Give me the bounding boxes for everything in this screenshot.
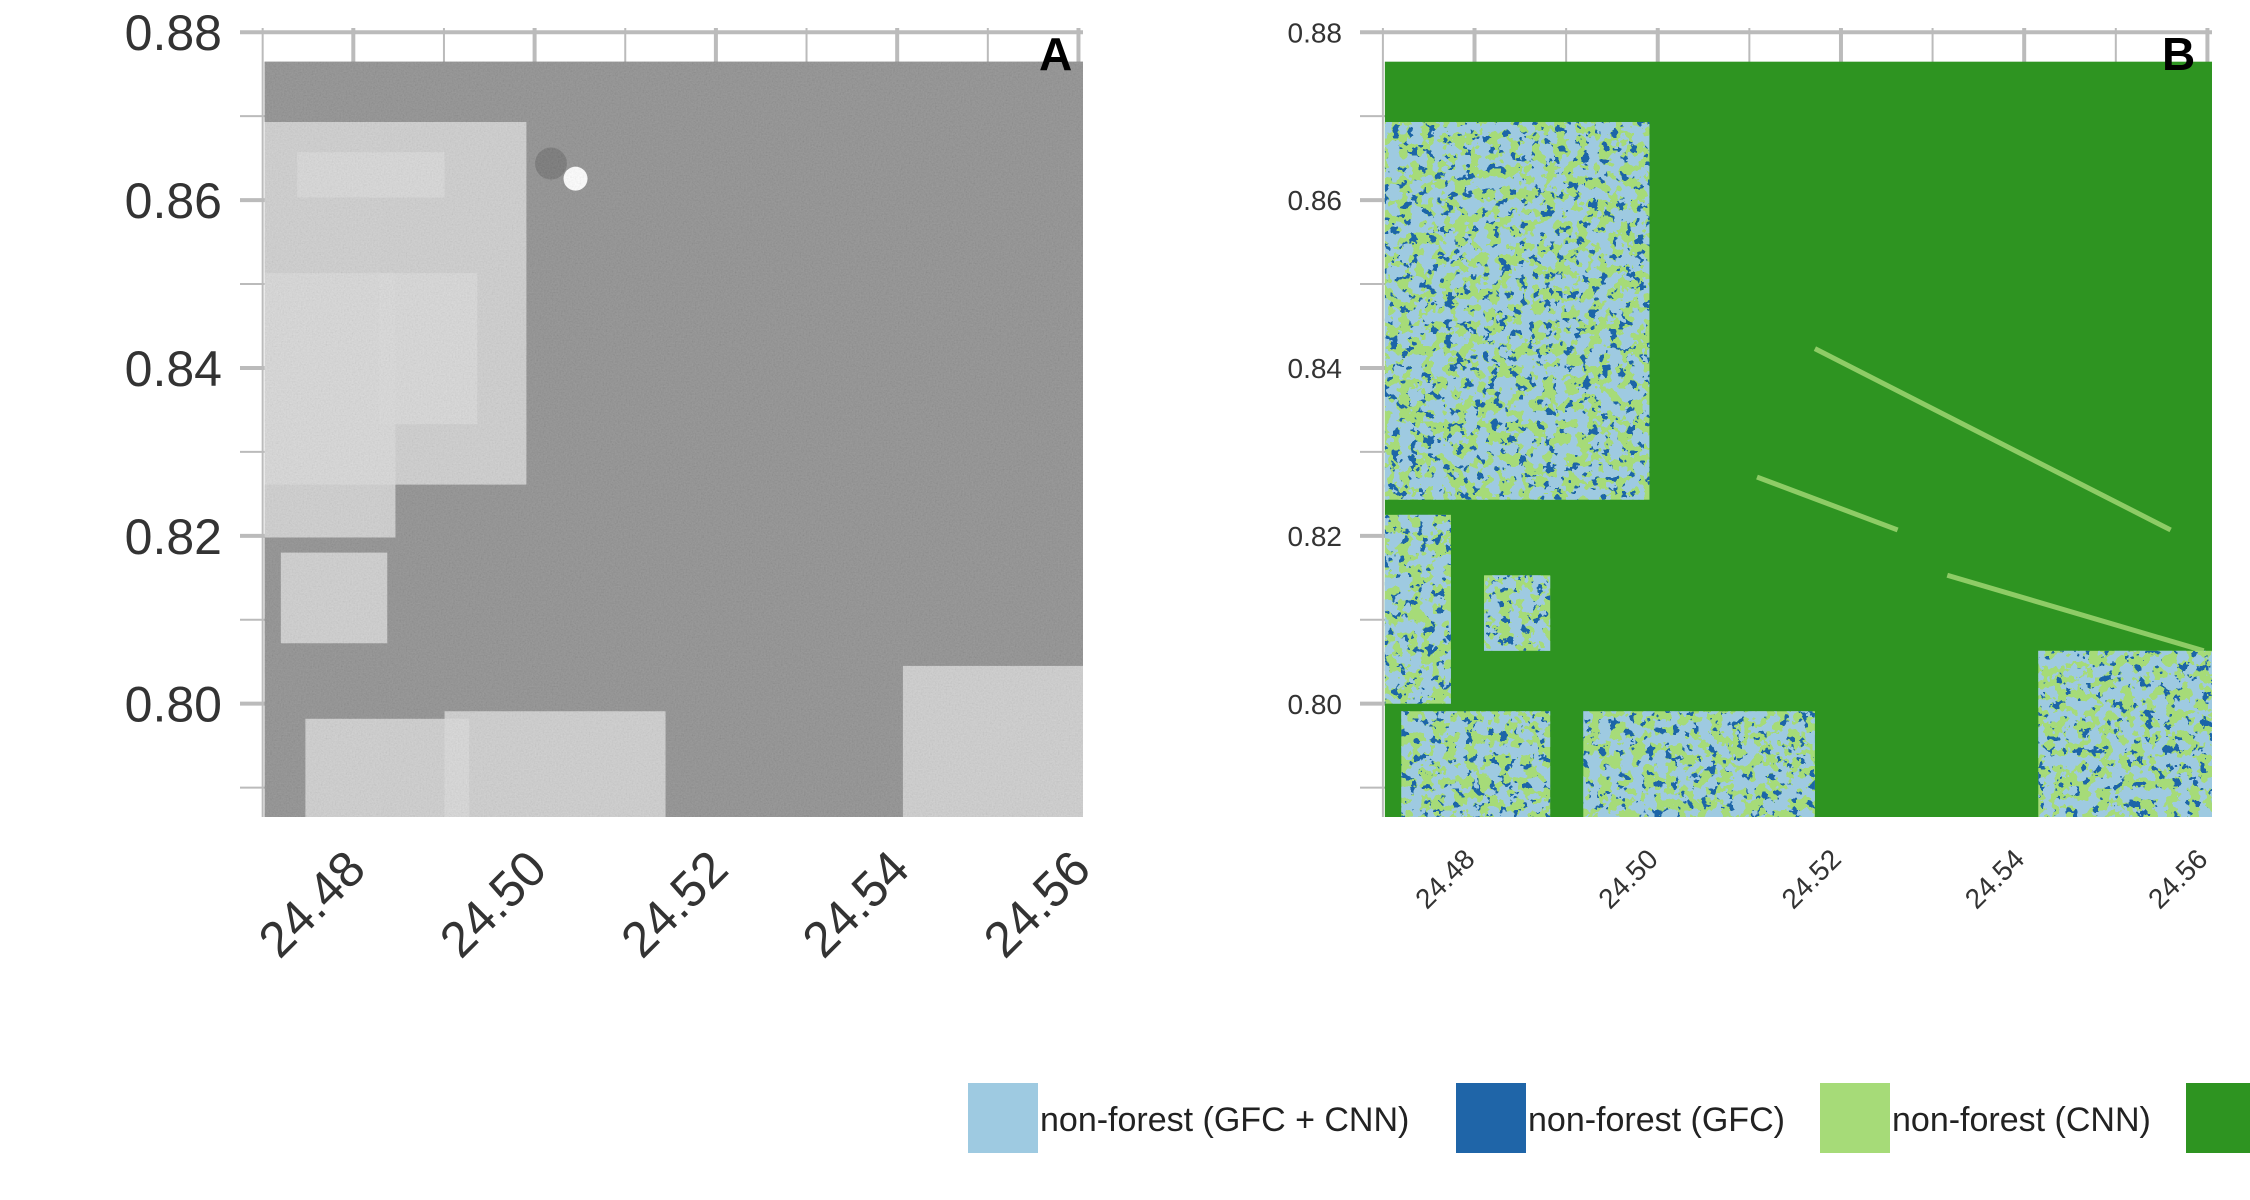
panel-a-x-tick-label: 24.54 <box>792 840 920 968</box>
panel-b-x-tick-label: 24.52 <box>1776 843 1847 914</box>
panel-b: 0.80 0.82 0.84 0.86 0.88 24.48 24.50 24.52 24.54… <box>1288 17 2214 914</box>
panel-b-x-tick-label: 24.50 <box>1592 843 1663 914</box>
panel-a-y-tick-label: 0.82 <box>125 509 222 565</box>
panel-a-y-tick-label: 0.84 <box>125 341 222 397</box>
legend-label: non-forest (CNN) <box>1892 1101 2151 1139</box>
legend-swatch <box>1820 1083 1890 1153</box>
panel-a-x-tick-label: 24.48 <box>248 840 376 968</box>
river-strip <box>1756 474 1899 533</box>
panel-b-x-tick-label: 24.54 <box>1959 843 2030 914</box>
non-forest-gfc-cnn-zone <box>1384 122 1650 500</box>
panel-b-y-tick-label: 0.84 <box>1288 353 1343 384</box>
river-strip <box>1813 346 2172 533</box>
non-forest-gfc-cnn-zone <box>1401 711 1551 817</box>
panel-a-y-tick-label: 0.88 <box>125 5 222 61</box>
non-forest-gfc-cnn-zone <box>1484 575 1551 651</box>
panel-b-y-tick-label: 0.86 <box>1288 185 1343 216</box>
panel-b-x-tick-label: 24.56 <box>2142 843 2213 914</box>
non-forest-gfc-cnn-zone <box>1583 711 1815 817</box>
river-strip <box>1946 572 2205 654</box>
legend-label: non-forest (GFC + CNN) <box>1040 1101 1409 1139</box>
panel-b-y-tick-label: 0.88 <box>1288 17 1343 48</box>
legend-label: non-forest (GFC) <box>1528 1101 1785 1139</box>
legend-swatch <box>2186 1083 2250 1153</box>
panel-b-y-tick-label: 0.80 <box>1288 689 1343 720</box>
legend-swatch <box>1456 1083 1526 1153</box>
non-forest-gfc-cnn-zone <box>1384 514 1451 704</box>
panel-a-x-tick-label: 24.50 <box>429 840 557 968</box>
panel-a-x-tick-label: 24.56 <box>973 840 1101 968</box>
legend: non-forest (GFC + CNN) non-forest (GFC) no… <box>968 1083 2250 1153</box>
panel-a-satellite-image <box>264 61 1083 818</box>
panel-a-label: A <box>1039 28 1072 80</box>
panel-b-label: B <box>2162 28 2195 80</box>
panel-a: 0.80 0.82 0.84 0.86 0.88 24.48 24.50 24.52 24.54… <box>125 5 1101 968</box>
panel-a-y-tick-label: 0.86 <box>125 173 222 229</box>
panel-b-classification-map <box>1384 61 2212 818</box>
panel-b-x-tick-label: 24.48 <box>1409 843 1480 914</box>
non-forest-gfc-cnn-zone <box>2038 650 2212 817</box>
panel-a-y-tick-label: 0.80 <box>125 677 222 733</box>
legend-swatch <box>968 1083 1038 1153</box>
panel-b-y-tick-label: 0.82 <box>1288 521 1343 552</box>
panel-a-x-tick-label: 24.52 <box>610 840 738 968</box>
